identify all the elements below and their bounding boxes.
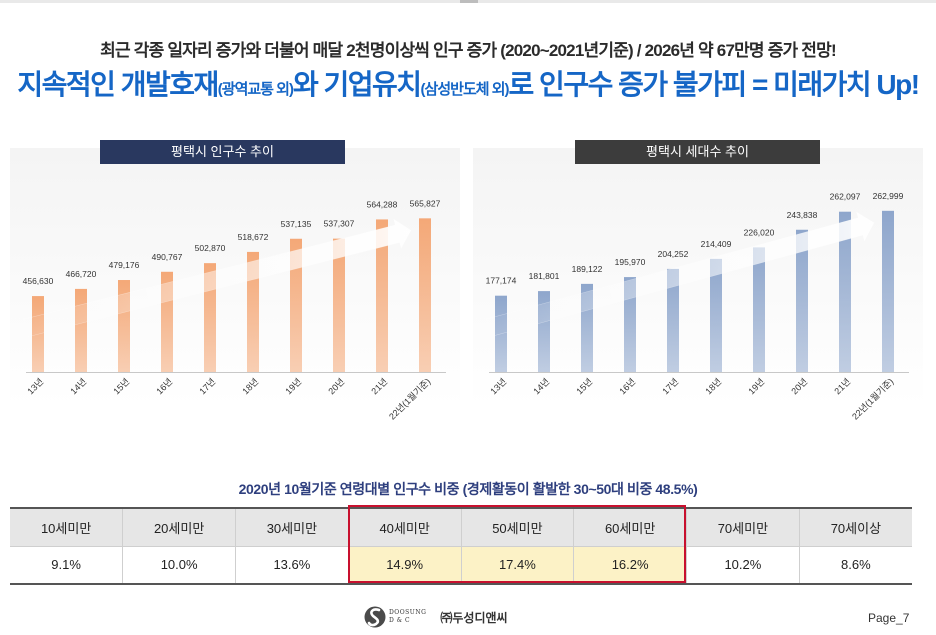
age-header-cell: 40세미만: [348, 508, 462, 546]
households-chart: 177,174 13년 181,801 14년 189,122 15년 195,970 16년…: [486, 191, 909, 422]
brand-korean: ㈜두성디앤씨: [440, 610, 508, 625]
tick-label: 17년: [660, 376, 680, 396]
age-header-cell: 20세미만: [122, 508, 236, 546]
trend-arrow-shape: [486, 211, 875, 337]
top-rule-marker: [460, 0, 478, 3]
data-label: 479,176: [109, 260, 140, 270]
age-table-value-row: 9.1% 10.0% 13.6% 14.9% 17.4% 16.2% 10.2%…: [10, 546, 912, 584]
bar: [882, 210, 894, 372]
data-label: 195,970: [615, 257, 646, 267]
tick-label: 21년: [369, 376, 389, 396]
data-label: 456,630: [23, 276, 54, 286]
data-label: 490,767: [152, 252, 183, 262]
data-label: 214,409: [701, 239, 732, 249]
tick-label: 19년: [283, 376, 303, 396]
tick-label: 13년: [25, 376, 45, 396]
tick-label: 14년: [531, 376, 551, 396]
bar: [75, 288, 87, 372]
headline-part-b: 와 기업유치: [292, 69, 422, 100]
headline-part-a-note: (광역교통 외): [217, 81, 294, 98]
population-chart: 456,630 13년 466,720 14년 479,176 15년 490,767 16년…: [23, 198, 446, 422]
page-number: Page_7: [868, 611, 910, 625]
bar: [839, 211, 851, 372]
bar: [290, 238, 302, 372]
brand-english-line1: DOOSUNG: [389, 609, 427, 616]
age-value-cell: 13.6%: [235, 546, 349, 584]
data-label: 537,135: [281, 219, 312, 229]
headline-title: 지속적인 개발호재(광역교통 외)와 기업유치(삼성반도체 외)로 인구수 증가…: [0, 63, 936, 103]
trend-arrow: [23, 218, 412, 337]
tick-label: 15년: [574, 376, 594, 396]
bar: [247, 251, 259, 372]
data-label: 181,801: [529, 271, 560, 281]
age-distribution-table: 10세미만 20세미만 30세미만 40세미만 50세미만 60세미만 70세미…: [10, 507, 912, 585]
age-table-caption: 2020년 10월기준 연령대별 인구수 비중 (경제활동이 활발한 30~50…: [238, 481, 698, 497]
headline-subtitle: 최근 각종 일자리 증가와 더불어 매달 2천명이상씩 인구 증가 (2020~…: [100, 41, 837, 60]
headline-part-c: 로 인구수 증가 불가피 = 미래가치 Up!: [508, 69, 921, 100]
data-label: 189,122: [572, 264, 603, 274]
tick-label: 22년(1월기준): [849, 376, 895, 422]
population-chart-panel: 456,630 13년 466,720 14년 479,176 15년 490,767 16년…: [10, 148, 460, 452]
age-header-cell: 70세이상: [830, 520, 882, 536]
bar: [710, 258, 722, 372]
data-label: 204,252: [658, 249, 689, 259]
bar: [796, 229, 808, 372]
tick-label: 22년(1월기준): [386, 376, 432, 422]
bar: [667, 268, 679, 372]
tick-label: 20년: [326, 376, 346, 396]
headline-part-b-note: (삼성반도체 외): [420, 81, 510, 98]
tick-label: 19년: [746, 376, 766, 396]
data-label: 262,097: [830, 192, 861, 202]
age-header-cell: 50세미만: [461, 508, 575, 546]
top-rule: [0, 0, 936, 3]
age-value-cell: 10.0%: [122, 546, 236, 584]
tick-label: 18년: [240, 376, 260, 396]
tick-label: 13년: [488, 376, 508, 396]
tick-label: 16년: [617, 376, 637, 396]
tick-label: 16년: [154, 376, 174, 396]
tick-label: 18년: [703, 376, 723, 396]
age-header-cell: 10세미만: [10, 508, 124, 546]
tick-label: 15년: [111, 376, 131, 396]
bar: [419, 218, 431, 372]
age-header-cell: 30세미만: [235, 508, 349, 546]
doosung-logo-icon: [364, 603, 386, 631]
age-value-cell-highlighted: 16.2%: [573, 546, 687, 584]
brand-english: DOOSUNG D & C: [389, 609, 426, 625]
data-label: 243,838: [787, 210, 818, 220]
bar: [624, 277, 636, 372]
population-chart-title: 평택시 인구수 추이: [100, 140, 345, 164]
age-value-cell-highlighted: 14.9%: [348, 546, 462, 584]
data-label: 466,720: [66, 269, 97, 279]
age-value-cell: 10.2%: [686, 546, 800, 584]
brand-english-line2: D & C: [389, 617, 411, 624]
age-value-cell: 8.6%: [841, 557, 871, 573]
tick-label: 20년: [789, 376, 809, 396]
age-value-cell-highlighted: 17.4%: [461, 546, 575, 584]
age-value-cell: 9.1%: [10, 546, 124, 584]
trend-arrow: [486, 211, 875, 337]
tick-label: 21년: [832, 376, 852, 396]
headline-part-a: 지속적인 개발호재: [17, 69, 219, 100]
data-label: 565,827: [410, 198, 441, 208]
households-chart-title: 평택시 세대수 추이: [575, 140, 820, 164]
data-label: 177,174: [486, 276, 517, 286]
data-label: 564,288: [367, 199, 398, 209]
data-label: 518,672: [238, 232, 269, 242]
bar: [376, 219, 388, 372]
trend-arrow-shape: [23, 218, 412, 337]
bar: [753, 247, 765, 372]
data-label: 537,307: [324, 219, 355, 229]
households-chart-panel: 177,174 13년 181,801 14년 189,122 15년 195,970 16년…: [473, 148, 923, 452]
data-label: 262,999: [873, 191, 904, 201]
age-header-cell: 60세미만: [573, 508, 687, 546]
data-label: 226,020: [744, 227, 775, 237]
tick-label: 14년: [68, 376, 88, 396]
bar: [333, 238, 345, 372]
age-table-header-row: 10세미만 20세미만 30세미만 40세미만 50세미만 60세미만 70세미…: [10, 508, 912, 546]
age-header-cell: 70세미만: [686, 508, 800, 546]
tick-label: 17년: [197, 376, 217, 396]
company-logo: DOOSUNG D & C ㈜두성디앤씨: [364, 602, 508, 632]
data-label: 502,870: [195, 243, 226, 253]
